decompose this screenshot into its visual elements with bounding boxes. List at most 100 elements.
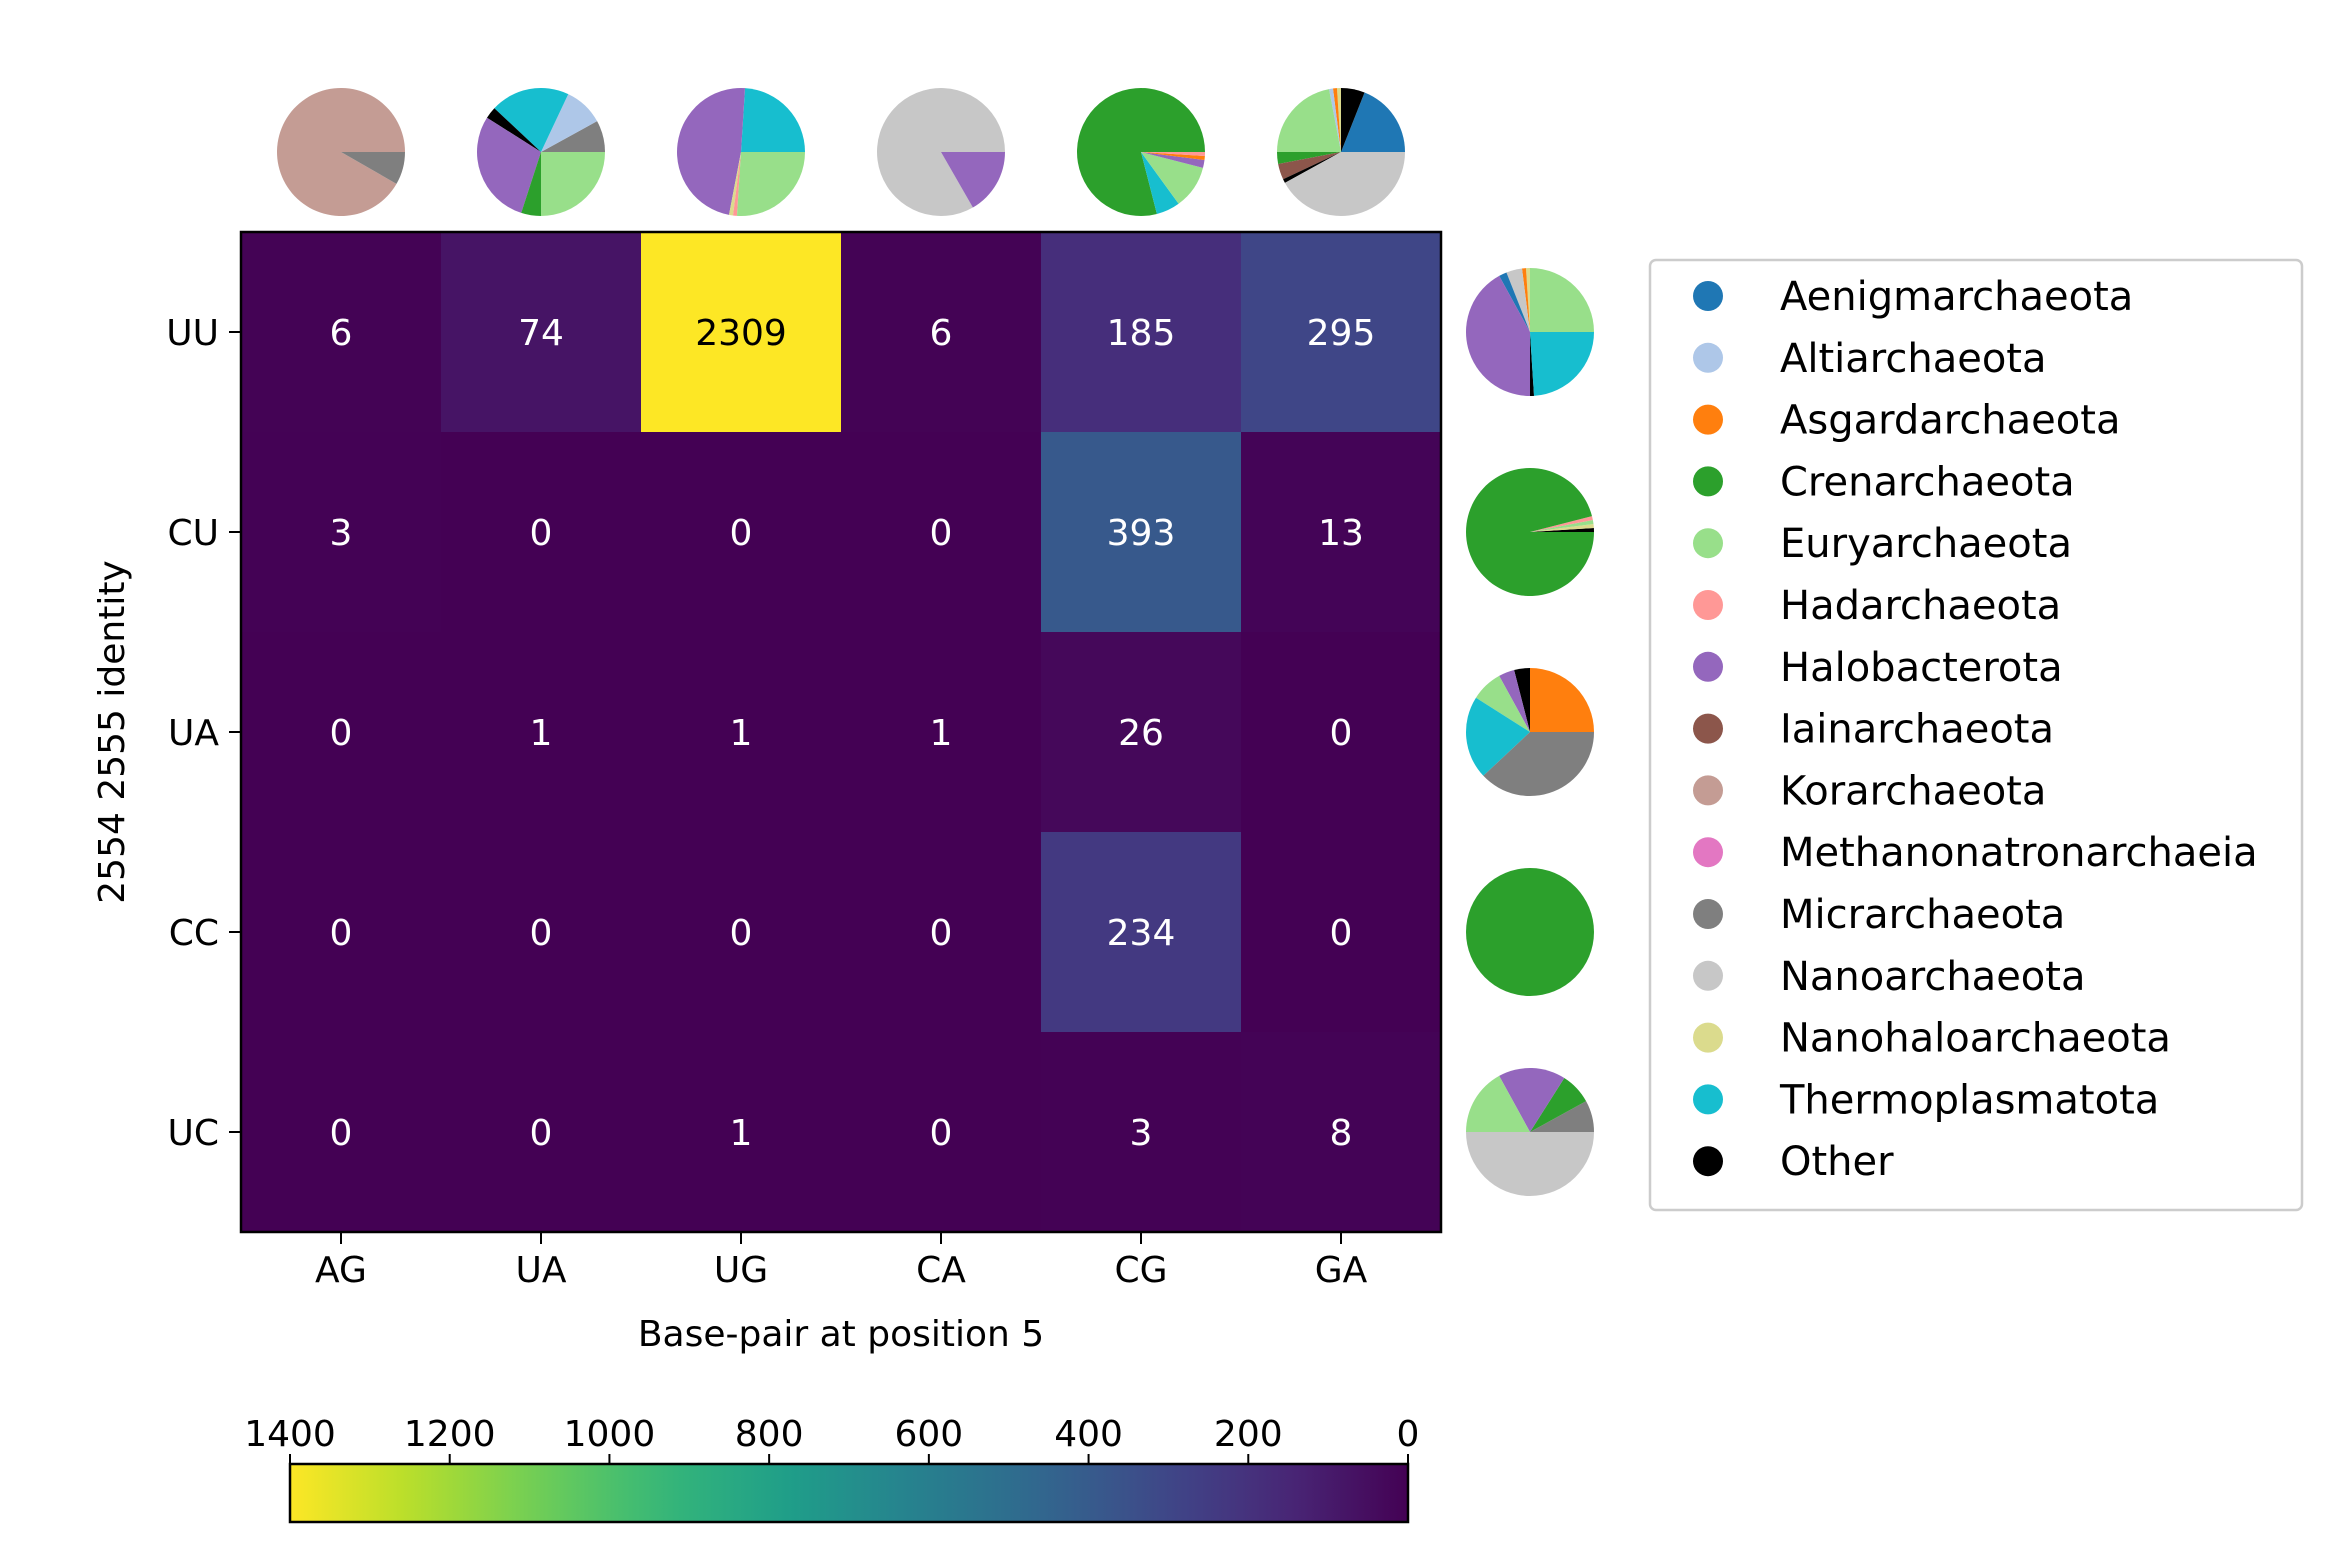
x-tick-label: GA — [1315, 1250, 1368, 1291]
pie-slice — [729, 152, 741, 216]
x-tick-label: AG — [315, 1250, 367, 1291]
x-tick-label: UG — [714, 1250, 768, 1291]
cell-value-label: 0 — [1330, 913, 1353, 954]
legend-marker — [1693, 528, 1723, 559]
pie-slice — [1141, 152, 1179, 214]
column-pie — [676, 88, 805, 216]
cell-value-label: 0 — [330, 913, 353, 954]
colorbar-tick-label: 0 — [1397, 1414, 1420, 1455]
pie-slice — [1530, 527, 1594, 532]
pie-slice — [1341, 92, 1405, 152]
pie-slice — [1499, 1068, 1565, 1132]
y-tick-label: UU — [166, 313, 219, 354]
heatmap-cell — [1241, 432, 1441, 632]
pie-slice — [1329, 88, 1341, 152]
pie-slice — [1141, 152, 1205, 168]
heatmap-cell — [641, 232, 841, 432]
legend-marker — [1693, 960, 1723, 991]
heatmap-cell — [241, 232, 441, 432]
colorbar-tick-label: 400 — [1054, 1414, 1123, 1455]
row-pie — [1466, 467, 1594, 596]
pie-slice — [1525, 268, 1530, 332]
legend-marker — [1693, 281, 1723, 311]
heatmap-cell — [641, 432, 841, 632]
colorbar-tick-label: 600 — [894, 1414, 963, 1455]
heatmap-cell — [641, 832, 841, 1032]
heatmap-cell — [441, 432, 641, 632]
legend-marker — [1693, 1084, 1723, 1115]
heatmap-cell — [441, 632, 641, 832]
legend-label: Micrarchaeota — [1780, 892, 2065, 938]
pie-slice — [1336, 88, 1341, 152]
x-tick-label: CA — [916, 1250, 966, 1291]
pie-slice — [1466, 1132, 1594, 1196]
heatmap-cell — [1241, 632, 1441, 832]
pie-slice — [1530, 332, 1535, 396]
pie-slice — [676, 88, 746, 215]
row-pie — [1466, 268, 1594, 396]
pie-slice — [1141, 152, 1205, 157]
pie-slice — [1514, 668, 1530, 732]
heatmap-cell — [841, 432, 1041, 632]
heatmap-cell — [641, 632, 841, 832]
y-tick-label: UA — [168, 713, 219, 754]
pie-slice — [1530, 1101, 1594, 1132]
column-pies — [277, 88, 1405, 216]
column-pie — [476, 88, 605, 216]
y-axis-ticks: UU CU UA CC UC — [166, 313, 241, 1154]
pie-slice — [1277, 152, 1341, 164]
cell-value-label: 0 — [330, 713, 353, 754]
legend-marker — [1693, 466, 1723, 497]
legend-label: Asgardarchaeota — [1780, 398, 2120, 444]
pie-slice — [494, 88, 569, 152]
legend-label: Iainarchaeota — [1780, 707, 2054, 753]
pie-slice — [1521, 268, 1530, 332]
heatmap-cell — [1241, 1032, 1441, 1232]
y-tick-label: UC — [168, 1113, 220, 1154]
pie-slice — [1475, 675, 1530, 732]
x-tick-label: CG — [1114, 1250, 1167, 1291]
pie-slice — [732, 152, 741, 216]
x-axis-ticks: AG UA UG CA CG GA — [315, 1232, 1368, 1291]
cell-value-label: 0 — [1330, 713, 1353, 754]
cell-value-label: 1 — [930, 713, 953, 754]
y-axis-label: 2554 2555 identity — [92, 560, 133, 903]
cell-value-label: 0 — [530, 913, 553, 954]
pie-slice — [1530, 668, 1594, 732]
colorbar-frame — [288, 1462, 1410, 1524]
pie-slice — [1530, 332, 1594, 396]
pie-slice — [541, 152, 605, 216]
cell-value-label: 234 — [1107, 913, 1176, 954]
cell-value-label: 1 — [730, 713, 753, 754]
legend-marker — [1693, 837, 1723, 868]
legend-marker — [1693, 590, 1723, 620]
legend-marker — [1693, 899, 1723, 929]
row-pies — [1465, 268, 1594, 1196]
heatmap-cell — [241, 632, 441, 832]
pie-slice — [541, 121, 605, 152]
pie-slice — [1332, 88, 1341, 152]
legend-marker — [1693, 1146, 1723, 1177]
heatmap-cell — [1041, 432, 1241, 632]
pie-slice — [1283, 152, 1341, 183]
colorbar-tick-label: 1200 — [404, 1414, 496, 1455]
colorbar-ticks: 1400 1200 1000 800 600 400 200 0 — [244, 1414, 1419, 1464]
cell-value-label: 0 — [730, 513, 753, 554]
column-pie — [277, 88, 405, 216]
pie-slice — [1466, 467, 1594, 596]
cell-value-label: 8 — [1330, 1113, 1353, 1154]
cell-value-label: 0 — [930, 1113, 953, 1154]
x-tick-label: UA — [516, 1250, 567, 1291]
heatmap-cell — [241, 832, 441, 1032]
pie-slice — [1466, 1075, 1530, 1132]
heatmap-cell — [641, 1032, 841, 1232]
pie-slice — [1341, 88, 1365, 152]
legend-label: Korarchaeota — [1780, 768, 2046, 814]
cell-value-label: 26 — [1118, 713, 1164, 754]
cell-value-label: 185 — [1107, 313, 1176, 354]
cell-value-label: 295 — [1307, 313, 1376, 354]
heatmap-cell — [1041, 232, 1241, 432]
legend-marker — [1693, 651, 1723, 682]
legend-label: Nanoarchaeota — [1780, 954, 2085, 1000]
